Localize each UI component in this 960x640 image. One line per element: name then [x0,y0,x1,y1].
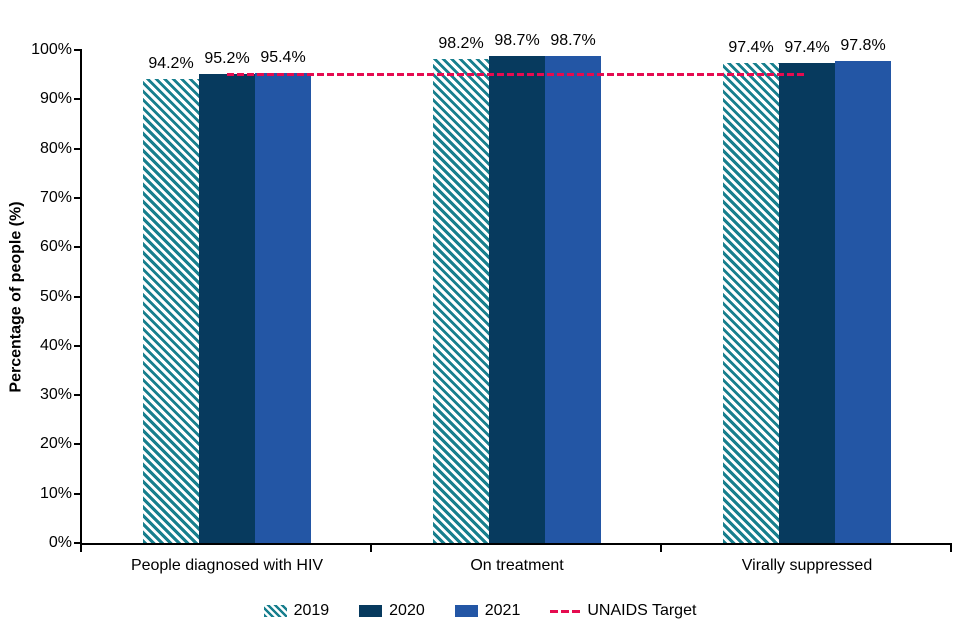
y-tick-label: 20% [39,435,72,453]
data-label-2019-virally-suppressed: 97.4% [728,38,774,56]
y-tick [74,542,82,544]
bar-2020-people-diagnosed-with-hiv [199,73,255,543]
bar-2019-people-diagnosed-with-hiv [143,78,199,543]
bar-2021-on-treatment [545,56,601,543]
y-tick [74,246,82,249]
bar-2021-people-diagnosed-with-hiv [255,72,311,543]
bar-2021-virally-suppressed [835,60,891,543]
legend-swatch-2019 [263,605,287,617]
data-label-2019-people-diagnosed-with-hiv: 94.2% [148,54,194,72]
y-tick [74,49,82,51]
y-tick-label: 0% [48,534,72,551]
x-tick [370,543,372,552]
data-label-2021-people-diagnosed-with-hiv: 95.4% [260,48,306,66]
bar-2019-virally-suppressed [723,62,779,543]
data-label-2021-virally-suppressed: 97.8% [840,36,886,54]
y-tick [74,394,82,397]
legend-label: UNAIDS Target [587,602,697,619]
data-label-2020-on-treatment: 98.7% [494,32,540,50]
y-tick-label: 70% [39,188,72,206]
legend-item-2021: 2021 [454,602,521,620]
data-label-2020-virally-suppressed: 97.4% [784,38,830,56]
bar-2020-virally-suppressed [779,62,835,543]
y-tick [74,492,82,495]
x-axis-line [80,543,952,545]
y-tick [74,295,82,298]
legend-swatch-2021 [454,605,478,617]
data-label-2019-on-treatment: 98.2% [438,34,484,52]
y-tick [74,147,82,150]
bar-2020-on-treatment [489,56,545,543]
legend-label: 2019 [293,602,330,619]
y-tick [74,344,82,347]
category-label-virally-suppressed: Virally suppressed [741,557,873,574]
y-tick [74,196,82,199]
data-label-2020-people-diagnosed-with-hiv: 95.2% [204,49,250,67]
y-tick-label: 40% [39,336,72,354]
x-tick [950,543,952,552]
category-label-on-treatment: On treatment [470,557,564,574]
y-tick-label: 100% [31,41,72,58]
target-line [227,73,807,77]
legend-label: 2020 [389,602,425,619]
y-tick-label: 10% [39,484,72,502]
x-tick [660,543,662,552]
legend: 2019 2020 2021 UNAIDS Target [0,600,960,622]
legend-item-2020: 2020 [359,602,425,620]
y-tick-label: 30% [39,386,72,404]
bar-2019-on-treatment [433,58,489,543]
legend-item-unaids-target: UNAIDS Target [550,602,696,620]
legend-item-2019: 2019 [263,602,330,620]
legend-swatch-2020 [359,605,383,617]
legend-dash-swatch [550,609,581,613]
y-tick-label: 90% [39,90,72,108]
legend-label: 2021 [484,602,521,619]
y-tick-label: 80% [39,139,72,157]
y-tick [74,443,82,446]
category-label-people-diagnosed-with-hiv: People diagnosed with HIV [130,557,324,574]
y-tick-label: 50% [39,287,72,305]
x-tick [80,543,82,552]
data-label-2021-on-treatment: 98.7% [550,32,596,50]
y-tick-label: 60% [39,238,72,256]
y-tick [74,98,82,101]
